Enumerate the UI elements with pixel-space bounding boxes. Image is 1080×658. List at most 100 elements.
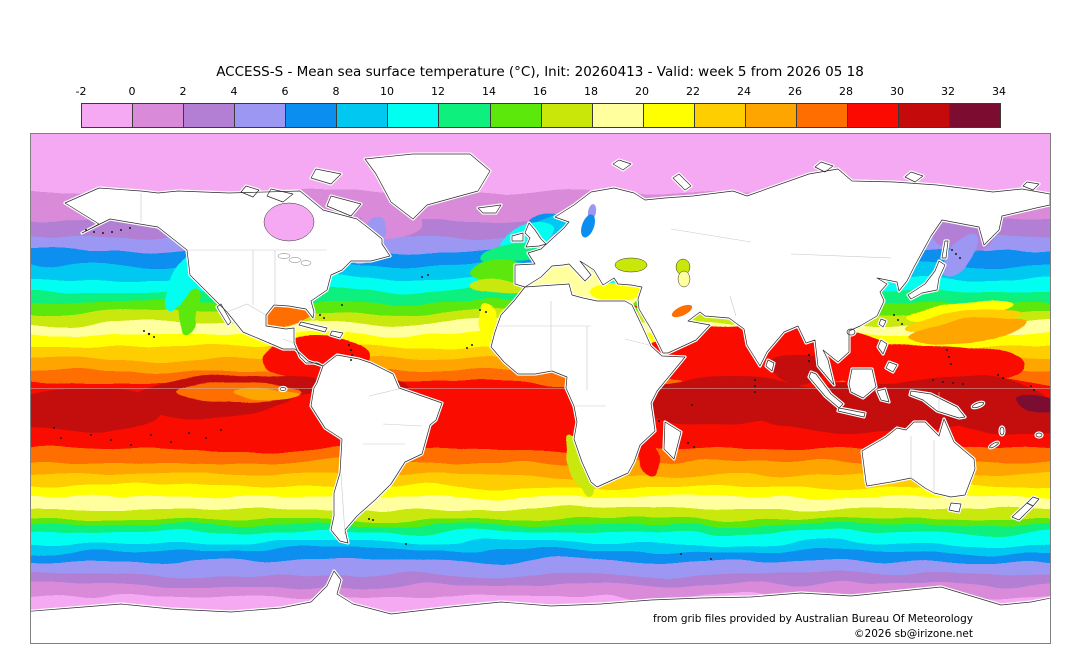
sst-band	[31, 497, 1050, 508]
colorbar-segment	[643, 104, 695, 127]
map-panel: from grib files provided by Australian B…	[30, 133, 1051, 644]
island-luzon	[877, 339, 888, 355]
ne-atlantic-springgreen	[481, 244, 541, 268]
colorbar-tick-label: 32	[941, 85, 955, 98]
sst-band	[31, 561, 1050, 575]
colorbar-segment	[745, 104, 797, 127]
colorbar-tick-label: 4	[230, 85, 238, 98]
colorbar-tick-label: 30	[890, 85, 904, 98]
iberia-yellowgreen	[468, 281, 524, 297]
sst-band	[31, 532, 1050, 543]
colorbar-tick-label: 28	[839, 85, 853, 98]
landmass-africa	[490, 283, 686, 488]
colorbar-segment	[592, 104, 644, 127]
sst-band	[31, 518, 1050, 524]
colorbar-segment	[796, 104, 848, 127]
south-pacific-warm-core	[31, 388, 163, 432]
island-madagascar	[663, 421, 682, 460]
colorbar-segment	[694, 104, 746, 127]
island-taiwan	[878, 318, 887, 328]
colorbar-tick-label: 26	[788, 85, 802, 98]
island-tasmania	[948, 502, 962, 513]
island-mindanao	[884, 360, 899, 374]
colorbar	[81, 103, 1001, 128]
lake-huron-michigan	[288, 257, 302, 263]
island-new-zealand-south	[1011, 502, 1034, 521]
sst-band	[31, 450, 1050, 463]
mediterranean-east-warm	[590, 283, 642, 301]
colorbar-tick-label: 20	[635, 85, 649, 98]
black-sea	[614, 257, 648, 273]
kuroshio-front-yellow	[906, 300, 1016, 320]
landmass-north-america	[64, 187, 391, 367]
colorbar-tick-label: 22	[686, 85, 700, 98]
equatorial-cold-tongue-inner	[234, 390, 300, 400]
world-sst-map	[31, 134, 1050, 643]
landmass-australia	[861, 418, 976, 498]
island-wrangel	[1022, 181, 1040, 191]
island-hainan	[846, 328, 856, 336]
sst-band	[31, 487, 1050, 497]
country-borders	[140, 193, 940, 535]
landmass-baja-california	[216, 303, 232, 326]
coastlines	[31, 153, 1050, 615]
colorbar-segment	[286, 104, 338, 127]
california-upwelling-green	[179, 288, 201, 336]
colorbar-tick-label: 8	[332, 85, 340, 98]
colorbar-segment	[439, 104, 491, 127]
sst-band	[31, 508, 1050, 518]
island-sakhalin	[941, 240, 949, 259]
inland-seas	[263, 202, 693, 318]
colorbar-segment	[388, 104, 440, 127]
credit-source: from grib files provided by Australian B…	[653, 613, 973, 625]
island-borneo	[848, 368, 877, 399]
island-sri-lanka	[765, 359, 775, 372]
island-banks	[240, 185, 260, 198]
island-solomons	[971, 401, 985, 409]
island-great-britain	[524, 222, 547, 248]
colorbar-segment	[490, 104, 542, 127]
island-novaya-zemlya	[672, 173, 692, 191]
baltic-sea	[581, 214, 595, 238]
colorbar-tick-label: 14	[482, 85, 496, 98]
landmass-antarctica	[31, 570, 1050, 615]
colorbar-segment	[184, 104, 236, 127]
colorbar-segment	[235, 104, 287, 127]
border-lines	[140, 193, 940, 535]
colorbar-tick-label: 10	[380, 85, 394, 98]
colorbar-segment	[337, 104, 389, 127]
colorbar-segment	[847, 104, 899, 127]
pacific-hot-spot	[1017, 394, 1050, 410]
colorbar-tick-labels: -2 0 2 4 6 8 10 12 14 16 18 20 22 24 26 28 30 32 34	[0, 85, 1080, 99]
colorbar-tick-label: 18	[584, 85, 598, 98]
kuroshio-front-orange	[911, 318, 1031, 342]
colorbar-tick-label: 2	[179, 85, 187, 98]
colorbar-segment	[82, 104, 134, 127]
colorbar-segment	[541, 104, 593, 127]
island-victoria	[266, 188, 294, 203]
sst-band	[31, 524, 1050, 532]
island-new-caledonia	[989, 441, 999, 449]
colorbar-segment	[950, 104, 1001, 127]
island-baffin	[326, 195, 362, 217]
island-sulawesi	[876, 388, 890, 403]
island-mindanao	[885, 361, 898, 373]
island-ireland	[511, 232, 524, 242]
indian-ocean-warm-core	[626, 378, 836, 426]
sst-band	[31, 543, 1050, 551]
island-svalbard	[612, 159, 632, 171]
sst-band	[31, 475, 1050, 487]
credit-copyright: ©2026 sb@irizone.net	[854, 628, 973, 640]
sst-band	[31, 586, 1050, 597]
landmass-south-america	[310, 354, 443, 544]
colorbar-tick-label: -2	[75, 85, 87, 98]
small-islands	[53, 227, 1035, 560]
lake-superior	[277, 253, 291, 259]
colorbar-segment	[133, 104, 185, 127]
sst-band	[31, 463, 1050, 475]
colorbar-segment	[899, 104, 951, 127]
persian-gulf	[671, 304, 693, 318]
colorbar-tick-label: 0	[128, 85, 136, 98]
colorbar-tick-label: 12	[431, 85, 445, 98]
